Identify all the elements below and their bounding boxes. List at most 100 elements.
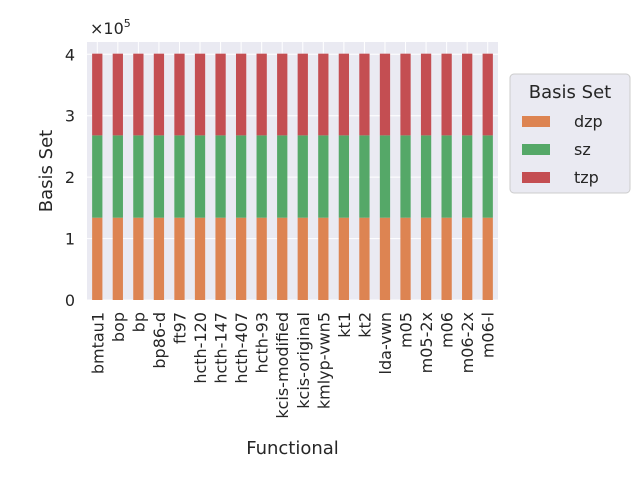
y-tick-label: 2 [65, 168, 75, 187]
legend-swatch-tzp [522, 172, 550, 183]
bar-tzp [318, 53, 329, 136]
legend-title: Basis Set [529, 82, 611, 103]
x-tick-label: m05-2x [417, 312, 436, 373]
bar-tzp [194, 53, 206, 136]
bar-dzp [420, 217, 432, 300]
bar-tzp [235, 53, 247, 136]
x-tick-label: hcth-407 [232, 312, 251, 384]
legend: Basis Set dzp sz tzp [509, 73, 631, 194]
bar-tzp [420, 53, 432, 136]
y-axis-label: Basis Set [36, 130, 57, 212]
bar-dzp [112, 217, 123, 300]
bar-tzp [153, 53, 165, 136]
x-tick-label: kcis-original [294, 312, 313, 409]
y-tick-label: 0 [65, 291, 75, 310]
bar-tzp [338, 53, 350, 136]
x-tick-label: bp86-d [150, 312, 169, 369]
bar-sz [420, 135, 432, 218]
x-tick-label: lda-vwn [376, 312, 395, 374]
bar-tzp [133, 53, 144, 136]
x-tick-label: m05 [397, 312, 416, 348]
bar-sz [174, 135, 185, 218]
bar-dzp [400, 217, 411, 300]
x-tick-label: kmlyp-vwn5 [314, 312, 333, 409]
bar-tzp [462, 53, 473, 136]
bar-sz [318, 135, 329, 218]
bar-tzp [92, 53, 103, 136]
bar-dzp [379, 217, 391, 300]
legend-label-sz: sz [574, 140, 591, 159]
x-tick-label: hcth-93 [253, 312, 272, 373]
bar-dzp [482, 217, 493, 300]
bar-tzp [400, 53, 411, 136]
legend-swatch-dzp [522, 116, 550, 127]
bar-dzp [174, 217, 185, 300]
legend-swatch-sz [522, 144, 550, 155]
bar-tzp [277, 53, 288, 136]
bars [92, 53, 493, 300]
bar-dzp [92, 217, 103, 300]
bar-dzp [235, 217, 247, 300]
bar-sz [441, 135, 452, 218]
bar-sz [194, 135, 206, 218]
bar-dzp [256, 217, 267, 300]
bar-sz [215, 135, 226, 218]
bar-sz [256, 135, 267, 218]
bar-sz [277, 135, 288, 218]
bar-sz [359, 135, 370, 218]
bar-sz [297, 135, 308, 218]
bar-tzp [359, 53, 370, 136]
y-tick-label: 3 [65, 107, 75, 126]
bar-sz [112, 135, 123, 218]
bar-dzp [338, 217, 350, 300]
x-tick-label: bop [109, 312, 128, 342]
legend-label-dzp: dzp [574, 112, 603, 131]
bar-dzp [462, 217, 473, 300]
y-offset-label: ×105 [90, 17, 131, 38]
bar-sz [482, 135, 493, 218]
bar-dzp [215, 217, 226, 300]
x-tick-label: m06-l [479, 312, 498, 358]
y-tick-labels: 0 1 2 3 4 [65, 45, 75, 310]
bar-tzp [297, 53, 308, 136]
x-tick-label: kt2 [355, 312, 374, 338]
bar-dzp [153, 217, 165, 300]
bar-dzp [359, 217, 370, 300]
x-tick-labels: bmtau1 bop bp bp86-d ft97 hcth-120 hcth-147 hct… [88, 312, 497, 419]
bar-tzp [215, 53, 226, 136]
bar-dzp [297, 217, 308, 300]
bar-sz [338, 135, 350, 218]
x-tick-label: kt1 [335, 312, 354, 338]
bar-tzp [441, 53, 452, 136]
x-tick-label: bmtau1 [88, 312, 107, 374]
y-tick-label: 1 [65, 230, 75, 249]
bar-dzp [277, 217, 288, 300]
bar-sz [462, 135, 473, 218]
bar-sz [92, 135, 103, 218]
bar-sz [235, 135, 247, 218]
bar-tzp [256, 53, 267, 136]
y-tick-label: 4 [65, 45, 75, 64]
bar-sz [133, 135, 144, 218]
legend-box [509, 73, 631, 194]
x-axis-label: Functional [246, 438, 339, 459]
bar-tzp [112, 53, 123, 136]
bar-dzp [441, 217, 452, 300]
bar-tzp [482, 53, 493, 136]
bar-dzp [133, 217, 144, 300]
bar-dzp [318, 217, 329, 300]
legend-label-tzp: tzp [574, 168, 599, 187]
bar-sz [400, 135, 411, 218]
x-tick-label: hcth-120 [191, 312, 210, 384]
x-tick-label: m06 [438, 312, 457, 348]
plot-background [87, 42, 498, 300]
bar-sz [153, 135, 165, 218]
x-tick-label: m06-2x [458, 312, 477, 373]
x-tick-label: ft97 [170, 312, 189, 344]
bar-sz [379, 135, 391, 218]
x-tick-label: hcth-147 [212, 312, 231, 384]
bar-tzp [379, 53, 391, 136]
bar-dzp [194, 217, 206, 300]
bar-tzp [174, 53, 185, 136]
